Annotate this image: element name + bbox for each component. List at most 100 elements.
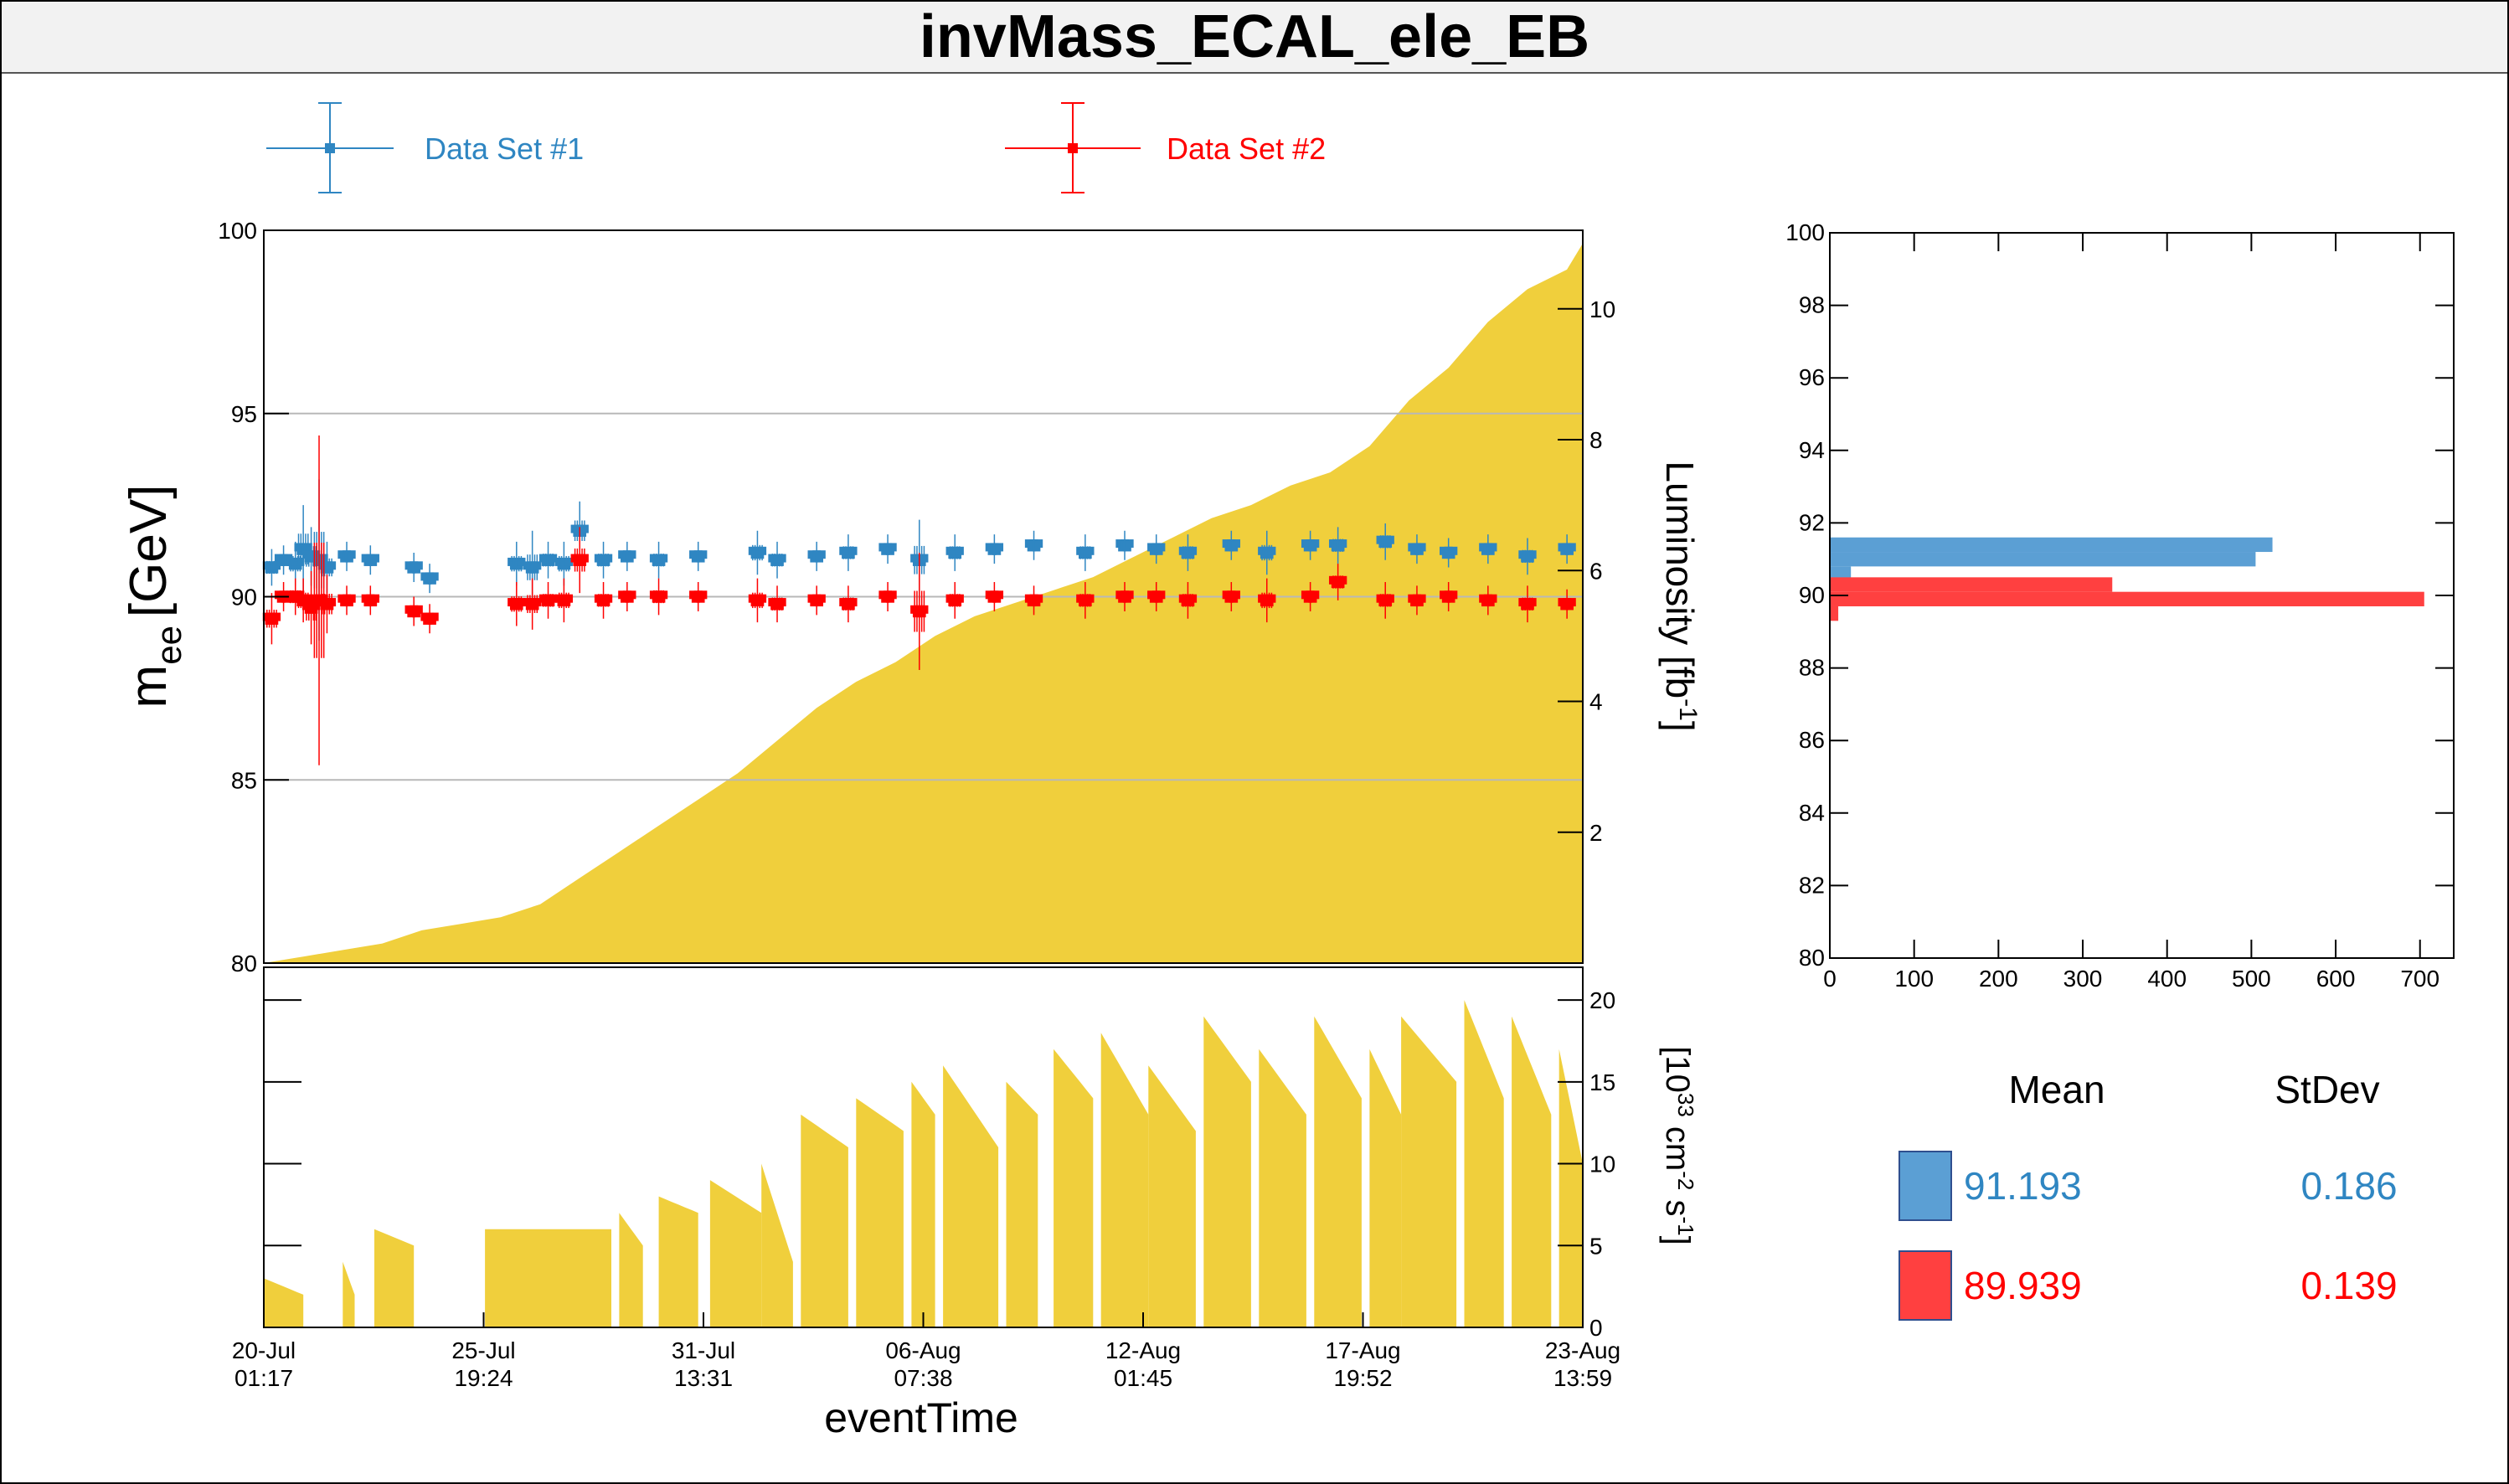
hist-y-tick-label: 96 bbox=[1799, 364, 1825, 390]
inst-fill-segment bbox=[801, 1114, 848, 1327]
inst-fill-segment bbox=[1054, 1049, 1094, 1327]
lumi-tick-label: 4 bbox=[1589, 689, 1603, 715]
inst-fill-segment bbox=[1148, 1065, 1196, 1327]
stats-mean-header: Mean bbox=[2008, 1068, 2105, 1111]
data-point bbox=[1157, 590, 1166, 600]
hist-x-tick-label: 600 bbox=[2316, 966, 2356, 992]
y-title-m: m bbox=[120, 665, 178, 709]
data-point bbox=[1311, 539, 1320, 549]
legend-label-set2: Data Set #2 bbox=[1167, 131, 1326, 166]
legend: Data Set #1 Data Set #2 bbox=[266, 102, 1326, 193]
data-point bbox=[414, 605, 423, 614]
data-point bbox=[698, 550, 708, 559]
data-point bbox=[817, 594, 826, 603]
y-axis-title-mass: mee [GeV] bbox=[120, 485, 188, 709]
x-tick-time: 07:38 bbox=[894, 1365, 952, 1391]
hist-y-tick-label: 92 bbox=[1799, 509, 1825, 535]
inst-tick-label: 15 bbox=[1589, 1069, 1615, 1095]
data-point bbox=[1085, 546, 1095, 555]
svg-text:Luminosity [fb-1]: Luminosity [fb-1] bbox=[1658, 461, 1702, 731]
mass-vs-time-plot: 100 95 90 85 80 2 4 6 8 10 bbox=[218, 218, 1615, 976]
data-point bbox=[1085, 594, 1095, 603]
y-axis-title-luminosity: Luminosity [fb-1] bbox=[1658, 461, 1702, 731]
stats-stdev-set1: 0.186 bbox=[2300, 1164, 2397, 1208]
data-point bbox=[272, 612, 281, 621]
data-point bbox=[1231, 539, 1240, 549]
data-point bbox=[1125, 590, 1134, 600]
data-point bbox=[580, 524, 589, 533]
inst-fill-segment bbox=[1464, 1000, 1504, 1327]
data-point bbox=[1385, 594, 1394, 603]
data-point bbox=[777, 554, 786, 563]
data-point bbox=[580, 554, 589, 563]
inst-fill-segment bbox=[264, 1278, 304, 1327]
data-point bbox=[1417, 543, 1426, 552]
instantaneous-luminosity-area bbox=[264, 1000, 1583, 1327]
histogram-bars bbox=[1830, 537, 2424, 621]
hist-y-tick-label: 94 bbox=[1799, 437, 1825, 463]
data-point bbox=[1311, 590, 1320, 600]
data-point bbox=[627, 590, 636, 600]
inst-fill-segment bbox=[1259, 1049, 1306, 1327]
inst-fill-segment bbox=[1369, 1049, 1402, 1327]
hist-y-tick-label: 90 bbox=[1799, 582, 1825, 608]
stats-swatch-set2 bbox=[1898, 1250, 1952, 1321]
x-tick-date: 06-Aug bbox=[885, 1337, 961, 1363]
hist-bar bbox=[1830, 537, 2273, 553]
data-point bbox=[347, 550, 356, 559]
x-tick-date: 20-Jul bbox=[232, 1337, 296, 1363]
histogram-y-ticks: 80 82 84 86 88 90 92 94 96 98 100 bbox=[1785, 219, 2454, 971]
y-tick-label: 100 bbox=[218, 218, 257, 244]
hist-y-tick-label: 100 bbox=[1785, 219, 1825, 245]
data-point bbox=[995, 590, 1004, 600]
inst-title-sup1: 33 bbox=[1673, 1093, 1698, 1117]
data-point bbox=[1449, 590, 1458, 600]
svg-text:[1033 cm-2 s-1]: [1033 cm-2 s-1] bbox=[1659, 1046, 1698, 1244]
hist-x-tick-label: 100 bbox=[1894, 966, 1934, 992]
y-tick-label: 85 bbox=[231, 767, 257, 793]
data-point bbox=[888, 543, 897, 552]
data-point bbox=[414, 561, 423, 570]
legend-label-set1: Data Set #1 bbox=[425, 131, 584, 166]
data-point bbox=[1034, 539, 1043, 549]
integrated-luminosity-area bbox=[264, 243, 1583, 964]
inst-fill-segment bbox=[911, 1081, 935, 1327]
stats-stdev-header: StDev bbox=[2275, 1068, 2379, 1111]
inst-fill-segment bbox=[658, 1196, 698, 1327]
main-gridlines bbox=[264, 412, 1583, 781]
data-point bbox=[1157, 543, 1166, 552]
hist-x-tick-label: 400 bbox=[2147, 966, 2187, 992]
data-point bbox=[517, 598, 526, 607]
x-tick-date: 17-Aug bbox=[1325, 1337, 1400, 1363]
data-point bbox=[303, 594, 312, 603]
hist-y-tick-label: 88 bbox=[1799, 655, 1825, 681]
x-tick-time: 19:24 bbox=[454, 1365, 513, 1391]
legend-marker-set2 bbox=[1005, 102, 1141, 193]
x-tick-time: 13:59 bbox=[1553, 1365, 1612, 1391]
hist-y-tick-label: 80 bbox=[1799, 945, 1825, 971]
data-point bbox=[1417, 594, 1426, 603]
lumi-tick-label: 2 bbox=[1589, 820, 1603, 846]
data-point bbox=[1488, 594, 1497, 603]
data-point bbox=[327, 561, 337, 570]
inst-title-base: [10 bbox=[1659, 1046, 1696, 1093]
hist-x-tick-label: 200 bbox=[1979, 966, 2018, 992]
data-point bbox=[296, 557, 305, 566]
data-point bbox=[758, 546, 767, 555]
data-point bbox=[758, 594, 767, 603]
data-point bbox=[533, 561, 542, 570]
stats-stdev-set2: 0.139 bbox=[2300, 1264, 2397, 1307]
hist-x-tick-label: 300 bbox=[2063, 966, 2103, 992]
y-title-unit: [GeV] bbox=[120, 485, 178, 618]
inst-fill-segment bbox=[1203, 1016, 1251, 1327]
plot-title: invMass_ECAL_ele_EB bbox=[919, 3, 1590, 70]
inst-fill-segment bbox=[709, 1180, 762, 1327]
x-tick-date: 23-Aug bbox=[1545, 1337, 1620, 1363]
inst-fill-segment bbox=[619, 1213, 643, 1327]
data-point bbox=[1125, 539, 1134, 549]
data-point bbox=[564, 594, 574, 603]
inst-title-sup2: -2 bbox=[1673, 1171, 1698, 1190]
y-axis-title-instantaneous: [1033 cm-2 s-1] bbox=[1659, 1046, 1698, 1244]
inst-fill-segment bbox=[1006, 1081, 1038, 1327]
